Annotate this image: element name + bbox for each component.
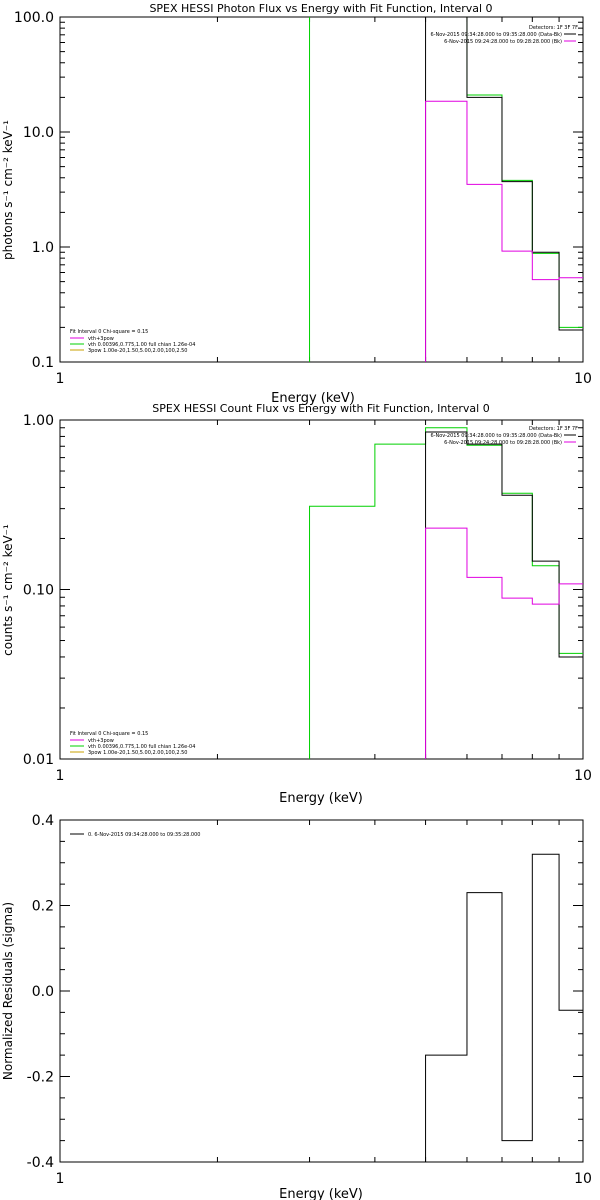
residuals-legend-text: 0. 6-Nov-2015 09:34:28.000 to 09:35:28.0… — [88, 832, 200, 838]
photon-flux-y-ticks: 0.1 1.0 10.0 100.0 — [14, 10, 583, 371]
photon-flux-fit-line-2: vth+3pow — [88, 336, 114, 342]
photon-flux-fit-line-1: Fit Interval 0 Chi-square = 0.15 — [70, 329, 148, 335]
count-flux-title: SPEX HESSI Count Flux vs Energy with Fit… — [152, 402, 489, 415]
photon-flux-fit-line-4: 3pow 1.00e-20,1.50,5.00,2.00,100,2.50 — [88, 348, 188, 354]
count-flux-info-line-1: Detectors: 1F 3F 7F — [529, 426, 578, 432]
photon-flux-x-axis-label: Energy (keV) — [271, 391, 355, 406]
residuals-series-0-step-line — [425, 853, 583, 1162]
count-flux-info-line-3: 6-Nov-2015 09:24:28.000 to 09:28:28.000 … — [444, 440, 562, 446]
photon-flux-fit-line-3: vth 0.00396,0.775,1.00 full chian 1.26e-… — [88, 342, 195, 348]
photon-flux-info-line-2: 6-Nov-2015 09:34:28.000 to 09:35:28.000 … — [431, 32, 563, 38]
photon-flux-y-tick-label: 1.0 — [32, 240, 54, 256]
residuals-y-tick-label: 0.4 — [32, 813, 54, 829]
count-flux-y-axis-label: counts s⁻¹ cm⁻² keV⁻¹ — [1, 524, 15, 656]
count-flux-series — [309, 427, 583, 759]
count-flux-fit-line-2: vth+3pow — [88, 738, 114, 744]
count-flux-y-tick-label: 0.01 — [23, 752, 54, 768]
photon-flux-series — [309, 17, 583, 362]
residuals-series — [425, 853, 583, 1162]
count-flux-plot-frame — [59, 419, 584, 760]
photon-flux-x-tick-label: 10 — [574, 371, 592, 387]
residuals-x-tick-label: 1 — [56, 1171, 65, 1187]
photon-flux-info-line-1: Detectors: 1F 3F 7F — [529, 25, 578, 31]
count-flux-y-tick-label: 1.00 — [23, 413, 54, 429]
residuals-plot-frame — [59, 819, 584, 1163]
photon-flux-y-tick-label: 10.0 — [23, 125, 54, 141]
photon-flux-series-2-step-line — [425, 100, 583, 362]
residuals-y-tick-label: 0.0 — [32, 984, 54, 1000]
count-flux-series-0-step-line — [309, 427, 583, 759]
photon-flux-y-axis-label: photons s⁻¹ cm⁻² keV⁻¹ — [1, 120, 15, 260]
count-flux-fit-line-3: vth 0.00396,0.775,1.00 full chian 1.26e-… — [88, 744, 195, 750]
photon-flux-plot-frame — [59, 16, 584, 363]
photon-flux-y-tick-label: 0.1 — [32, 355, 54, 371]
photon-flux-x-tick-label: 1 — [56, 371, 65, 387]
count-flux-fit-line-4: 3pow 1.00e-20,1.50,5.00,2.00,100,2.50 — [88, 750, 188, 756]
count-flux-x-axis-label: Energy (keV) — [279, 791, 363, 806]
count-flux-panel: SPEX HESSI Count Flux vs Energy with Fit… — [1, 402, 592, 806]
residuals-y-tick-label: 0.2 — [32, 899, 54, 915]
count-flux-y-ticks: 0.01 0.10 1.00 — [23, 413, 583, 768]
residuals-x-axis-label: Energy (keV) — [279, 1187, 363, 1200]
photon-flux-series-0-step-line — [309, 17, 583, 362]
residuals-x-ticks: 1 10 — [56, 820, 592, 1187]
photon-flux-panel: SPEX HESSI Photon Flux vs Energy with Fi… — [1, 2, 592, 406]
residuals-y-tick-label: -0.4 — [27, 1155, 54, 1171]
photon-flux-y-tick-label: 100.0 — [14, 10, 54, 26]
residuals-y-ticks: -0.4 -0.2 0.0 0.2 0.4 — [27, 813, 583, 1171]
photon-flux-info-line-3: 6-Nov-2015 09:24:28.000 to 09:28:28.000 … — [444, 39, 562, 45]
count-flux-x-tick-label: 10 — [574, 768, 592, 784]
photon-flux-series-1-step-line — [425, 17, 583, 362]
count-flux-series-2-step-line — [425, 527, 583, 759]
count-flux-x-ticks: 1 10 — [56, 420, 592, 784]
residuals-x-tick-label: 10 — [574, 1171, 592, 1187]
count-flux-x-tick-label: 1 — [56, 768, 65, 784]
count-flux-y-tick-label: 0.10 — [23, 583, 54, 599]
residuals-y-axis-label: Normalized Residuals (sigma) — [1, 902, 15, 1080]
residuals-y-tick-label: -0.2 — [27, 1070, 54, 1086]
residuals-panel: -0.4 -0.2 0.0 0.2 0.4 1 10 0. 6-Nov-2015 09:3… — [1, 813, 592, 1200]
photon-flux-title: SPEX HESSI Photon Flux vs Energy with Fi… — [149, 2, 492, 15]
count-flux-info-line-2: 6-Nov-2015 09:34:28.000 to 09:35:28.000 … — [431, 433, 563, 439]
count-flux-fit-line-1: Fit Interval 0 Chi-square = 0.15 — [70, 731, 148, 737]
